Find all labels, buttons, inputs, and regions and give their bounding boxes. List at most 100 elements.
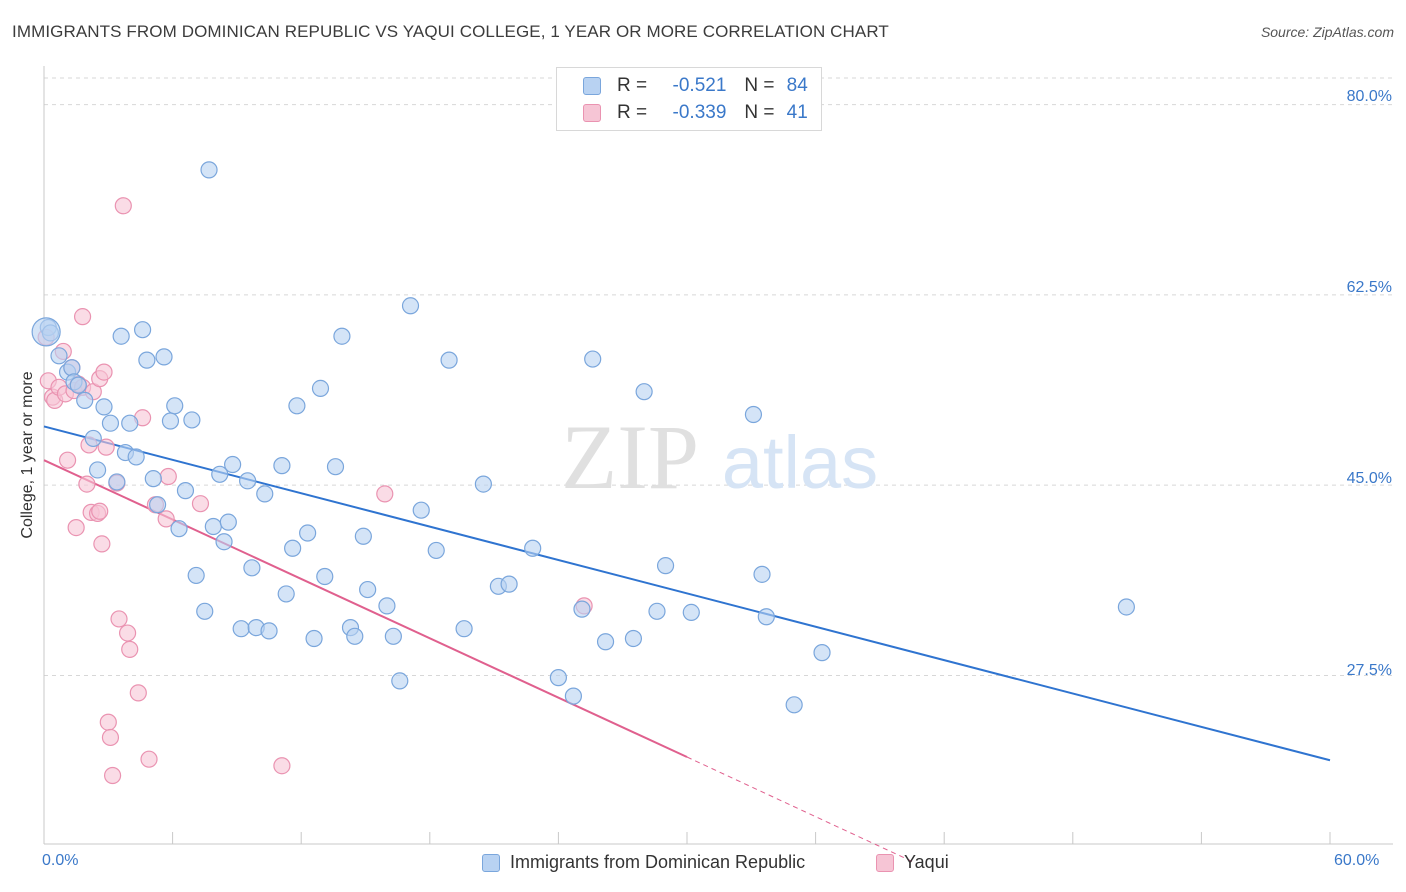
data-point-yaqui — [129, 684, 147, 702]
data-point-dominican — [564, 687, 583, 705]
data-point-dominican — [427, 541, 445, 560]
data-point-dominican — [596, 633, 615, 651]
data-point-dominican — [69, 376, 87, 394]
data-point-dominican — [224, 455, 242, 474]
data-point-dominican — [753, 565, 771, 583]
y-tick-80: 80.0% — [1346, 88, 1392, 105]
data-point-dominican — [305, 629, 323, 648]
data-point-yaqui — [93, 535, 111, 553]
data-point-yaqui — [157, 510, 175, 528]
data-point-dominican — [200, 161, 218, 179]
data-point-yaqui — [95, 363, 113, 381]
data-point-yaqui — [103, 766, 122, 785]
data-point-yaqui — [97, 438, 115, 456]
y-axis-label: College, 1 year or more — [19, 371, 36, 539]
data-point-dominican — [474, 475, 492, 493]
x-tick-60: 60.0% — [1334, 852, 1380, 869]
legend-item-dominican[interactable]: Immigrants from Dominican Republic — [482, 852, 805, 873]
watermark-atlas: atlas — [722, 421, 878, 504]
legend-label: Immigrants from Dominican Republic — [510, 852, 806, 872]
data-point-yaqui — [78, 475, 96, 493]
watermark-zip: ZIP — [561, 406, 699, 508]
data-point-dominican — [260, 622, 278, 640]
data-point-dominican — [354, 527, 372, 545]
data-point-dominican — [682, 603, 700, 622]
data-point-dominican — [333, 327, 351, 345]
r-value: -0.339 — [672, 102, 727, 123]
data-point-yaqui — [273, 757, 291, 775]
data-point-dominican — [288, 397, 306, 415]
data-point-dominican — [378, 597, 396, 615]
data-point-dominican — [384, 627, 402, 645]
n-value: 41 — [786, 102, 808, 123]
data-point-dominican — [440, 351, 458, 369]
data-point-dominican — [187, 566, 205, 585]
data-point-dominican — [50, 347, 68, 365]
data-point-yaqui — [110, 610, 128, 628]
data-point-dominican — [412, 501, 430, 519]
data-point-yaqui — [99, 713, 117, 731]
data-point-dominican — [346, 627, 364, 645]
data-point-dominican — [155, 348, 173, 366]
data-point-dominican — [166, 397, 184, 415]
yaqui-points — [37, 197, 593, 785]
data-point-dominican — [813, 644, 831, 662]
data-point-yaqui — [73, 308, 92, 326]
data-point-dominican — [138, 351, 156, 369]
legend-item-yaqui[interactable]: Yaqui — [876, 852, 949, 873]
data-point-dominican — [88, 461, 107, 479]
data-point-yaqui — [118, 624, 137, 642]
data-point-dominican — [170, 520, 188, 538]
axes — [43, 66, 1393, 845]
stats-row-dominican: R = -0.521 N = 84 — [557, 73, 808, 99]
data-point-dominican — [455, 620, 473, 638]
data-point-dominican — [656, 557, 675, 575]
data-point-dominican — [176, 482, 195, 500]
data-point-dominican — [299, 524, 317, 542]
data-point-dominican — [127, 448, 145, 466]
data-point-dominican — [635, 383, 653, 401]
data-point-dominican — [648, 602, 666, 620]
r-value: -0.521 — [672, 75, 727, 96]
r-label: R = — [617, 102, 648, 123]
watermark: ZIP atlas — [561, 406, 878, 508]
data-point-yaqui — [140, 750, 158, 768]
dominican-points — [31, 161, 1135, 714]
data-point-yaqui — [91, 502, 109, 520]
data-point-dominican — [277, 585, 295, 603]
stats-legend: R = -0.521 N = 84 R = -0.339 N = 41 — [556, 67, 822, 131]
data-point-yaqui — [159, 467, 177, 486]
data-point-yaqui — [67, 518, 85, 537]
data-point-dominican — [161, 412, 180, 430]
data-point-dominican — [243, 559, 261, 577]
data-point-dominican — [133, 321, 152, 339]
legend-label: Yaqui — [904, 852, 949, 872]
data-point-dominican — [1117, 598, 1135, 616]
data-point-dominican — [549, 669, 568, 687]
data-point-dominican — [101, 414, 120, 432]
series-legend: Immigrants from Dominican Republic Yaqui — [0, 852, 1406, 878]
legend-swatch-blue — [583, 77, 601, 95]
data-point-dominican — [584, 350, 602, 368]
data-point-dominican — [31, 317, 61, 347]
data-point-dominican — [204, 517, 222, 536]
data-point-dominican — [624, 629, 643, 648]
data-point-dominican — [744, 405, 763, 424]
legend-swatch-pink — [876, 853, 894, 872]
data-point-yaqui — [114, 197, 132, 215]
data-point-dominican — [359, 580, 377, 599]
data-point-yaqui — [121, 640, 139, 658]
data-point-dominican — [211, 465, 229, 483]
data-point-yaqui — [58, 451, 77, 469]
data-point-dominican — [273, 457, 291, 475]
chart-title: IMMIGRANTS FROM DOMINICAN REPUBLIC VS YA… — [12, 22, 889, 41]
data-point-dominican — [196, 602, 214, 620]
data-point-dominican — [326, 458, 345, 476]
source-label: Source: ZipAtlas.com — [1260, 24, 1394, 40]
data-point-dominican — [76, 391, 94, 409]
data-point-dominican — [785, 696, 803, 714]
data-point-dominican — [95, 398, 113, 416]
legend-swatch-blue — [482, 853, 500, 872]
data-point-dominican — [148, 496, 167, 514]
